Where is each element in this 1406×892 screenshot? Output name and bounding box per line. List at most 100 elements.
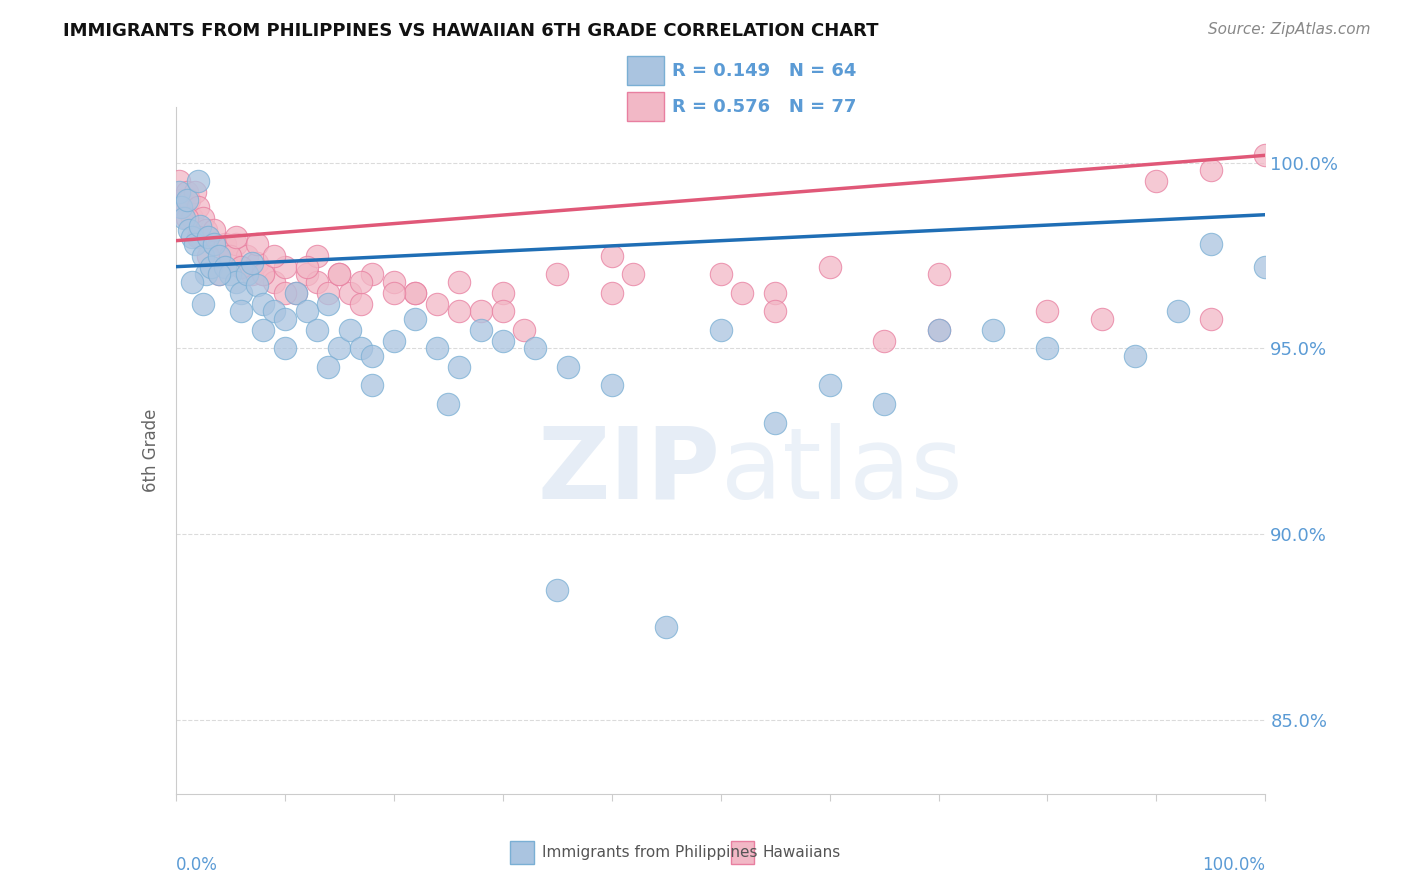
Point bbox=[246, 278, 269, 293]
Point bbox=[173, 200, 195, 214]
Point bbox=[214, 260, 236, 274]
Point bbox=[318, 359, 340, 374]
Point bbox=[405, 285, 427, 300]
Point bbox=[219, 248, 242, 262]
Point bbox=[176, 193, 198, 207]
Text: atlas: atlas bbox=[721, 423, 962, 519]
Point bbox=[546, 582, 568, 597]
Text: Hawaiians: Hawaiians bbox=[762, 846, 841, 860]
Point bbox=[167, 186, 190, 200]
Text: R = 0.149   N = 64: R = 0.149 N = 64 bbox=[672, 62, 856, 79]
Point bbox=[214, 237, 236, 252]
Point bbox=[195, 222, 218, 236]
Point bbox=[492, 304, 515, 318]
Point bbox=[184, 186, 207, 200]
Point bbox=[240, 256, 263, 270]
Point bbox=[710, 323, 733, 337]
Point bbox=[184, 237, 207, 252]
Point bbox=[382, 285, 405, 300]
Point bbox=[307, 323, 329, 337]
Point bbox=[240, 267, 263, 281]
Point bbox=[763, 304, 786, 318]
Point bbox=[200, 260, 222, 274]
Point bbox=[208, 248, 231, 262]
Text: 0.0%: 0.0% bbox=[176, 855, 218, 873]
Text: R = 0.576   N = 77: R = 0.576 N = 77 bbox=[672, 98, 856, 116]
Text: Immigrants from Philippines: Immigrants from Philippines bbox=[541, 846, 756, 860]
Point bbox=[350, 275, 373, 289]
Point bbox=[873, 397, 896, 411]
Point bbox=[202, 237, 225, 252]
Point bbox=[219, 267, 242, 281]
Point bbox=[284, 285, 307, 300]
Point bbox=[181, 211, 204, 226]
Point bbox=[263, 248, 285, 262]
Point bbox=[1167, 304, 1189, 318]
Point bbox=[274, 311, 297, 326]
Point bbox=[328, 267, 350, 281]
Point bbox=[177, 222, 200, 236]
Point bbox=[295, 260, 318, 274]
Point bbox=[928, 323, 950, 337]
Point bbox=[186, 230, 209, 244]
Point bbox=[252, 323, 274, 337]
Point bbox=[225, 237, 247, 252]
Point bbox=[274, 342, 297, 356]
Point bbox=[513, 323, 536, 337]
Point bbox=[1146, 174, 1168, 188]
Point bbox=[382, 275, 405, 289]
Point bbox=[1036, 342, 1059, 356]
Point bbox=[447, 304, 470, 318]
Point bbox=[284, 285, 307, 300]
Point bbox=[318, 285, 340, 300]
Point bbox=[1123, 349, 1146, 363]
Point bbox=[981, 323, 1004, 337]
Point bbox=[1254, 148, 1277, 162]
Point bbox=[361, 378, 384, 392]
Point bbox=[235, 267, 257, 281]
Point bbox=[181, 275, 204, 289]
Point bbox=[225, 275, 247, 289]
Point bbox=[873, 334, 896, 348]
Point bbox=[177, 193, 200, 207]
Y-axis label: 6th Grade: 6th Grade bbox=[142, 409, 160, 492]
Point bbox=[231, 304, 253, 318]
Point bbox=[197, 230, 219, 244]
Point bbox=[167, 174, 190, 188]
Point bbox=[447, 275, 470, 289]
Point bbox=[176, 186, 198, 200]
Point bbox=[492, 285, 515, 300]
Point bbox=[361, 349, 384, 363]
Point bbox=[307, 275, 329, 289]
Point bbox=[328, 267, 350, 281]
Point bbox=[621, 267, 644, 281]
Point bbox=[655, 620, 678, 634]
Point bbox=[197, 230, 219, 244]
Point bbox=[1199, 163, 1222, 178]
Point bbox=[202, 222, 225, 236]
Point bbox=[382, 334, 405, 348]
Point bbox=[447, 359, 470, 374]
Point bbox=[350, 297, 373, 311]
Point bbox=[405, 285, 427, 300]
Bar bbox=[510, 841, 534, 864]
Point bbox=[426, 342, 449, 356]
Point bbox=[1199, 237, 1222, 252]
Text: ZIP: ZIP bbox=[537, 423, 721, 519]
Point bbox=[181, 230, 204, 244]
Point bbox=[361, 267, 384, 281]
Point bbox=[252, 297, 274, 311]
Point bbox=[1199, 311, 1222, 326]
Point bbox=[928, 267, 950, 281]
Point bbox=[328, 342, 350, 356]
Point bbox=[197, 248, 219, 262]
Point bbox=[818, 378, 841, 392]
Text: Source: ZipAtlas.com: Source: ZipAtlas.com bbox=[1208, 22, 1371, 37]
Point bbox=[246, 237, 269, 252]
Point bbox=[246, 256, 269, 270]
Point bbox=[470, 323, 492, 337]
Point bbox=[219, 248, 242, 262]
Point bbox=[763, 285, 786, 300]
Point bbox=[208, 248, 231, 262]
Point bbox=[186, 200, 209, 214]
